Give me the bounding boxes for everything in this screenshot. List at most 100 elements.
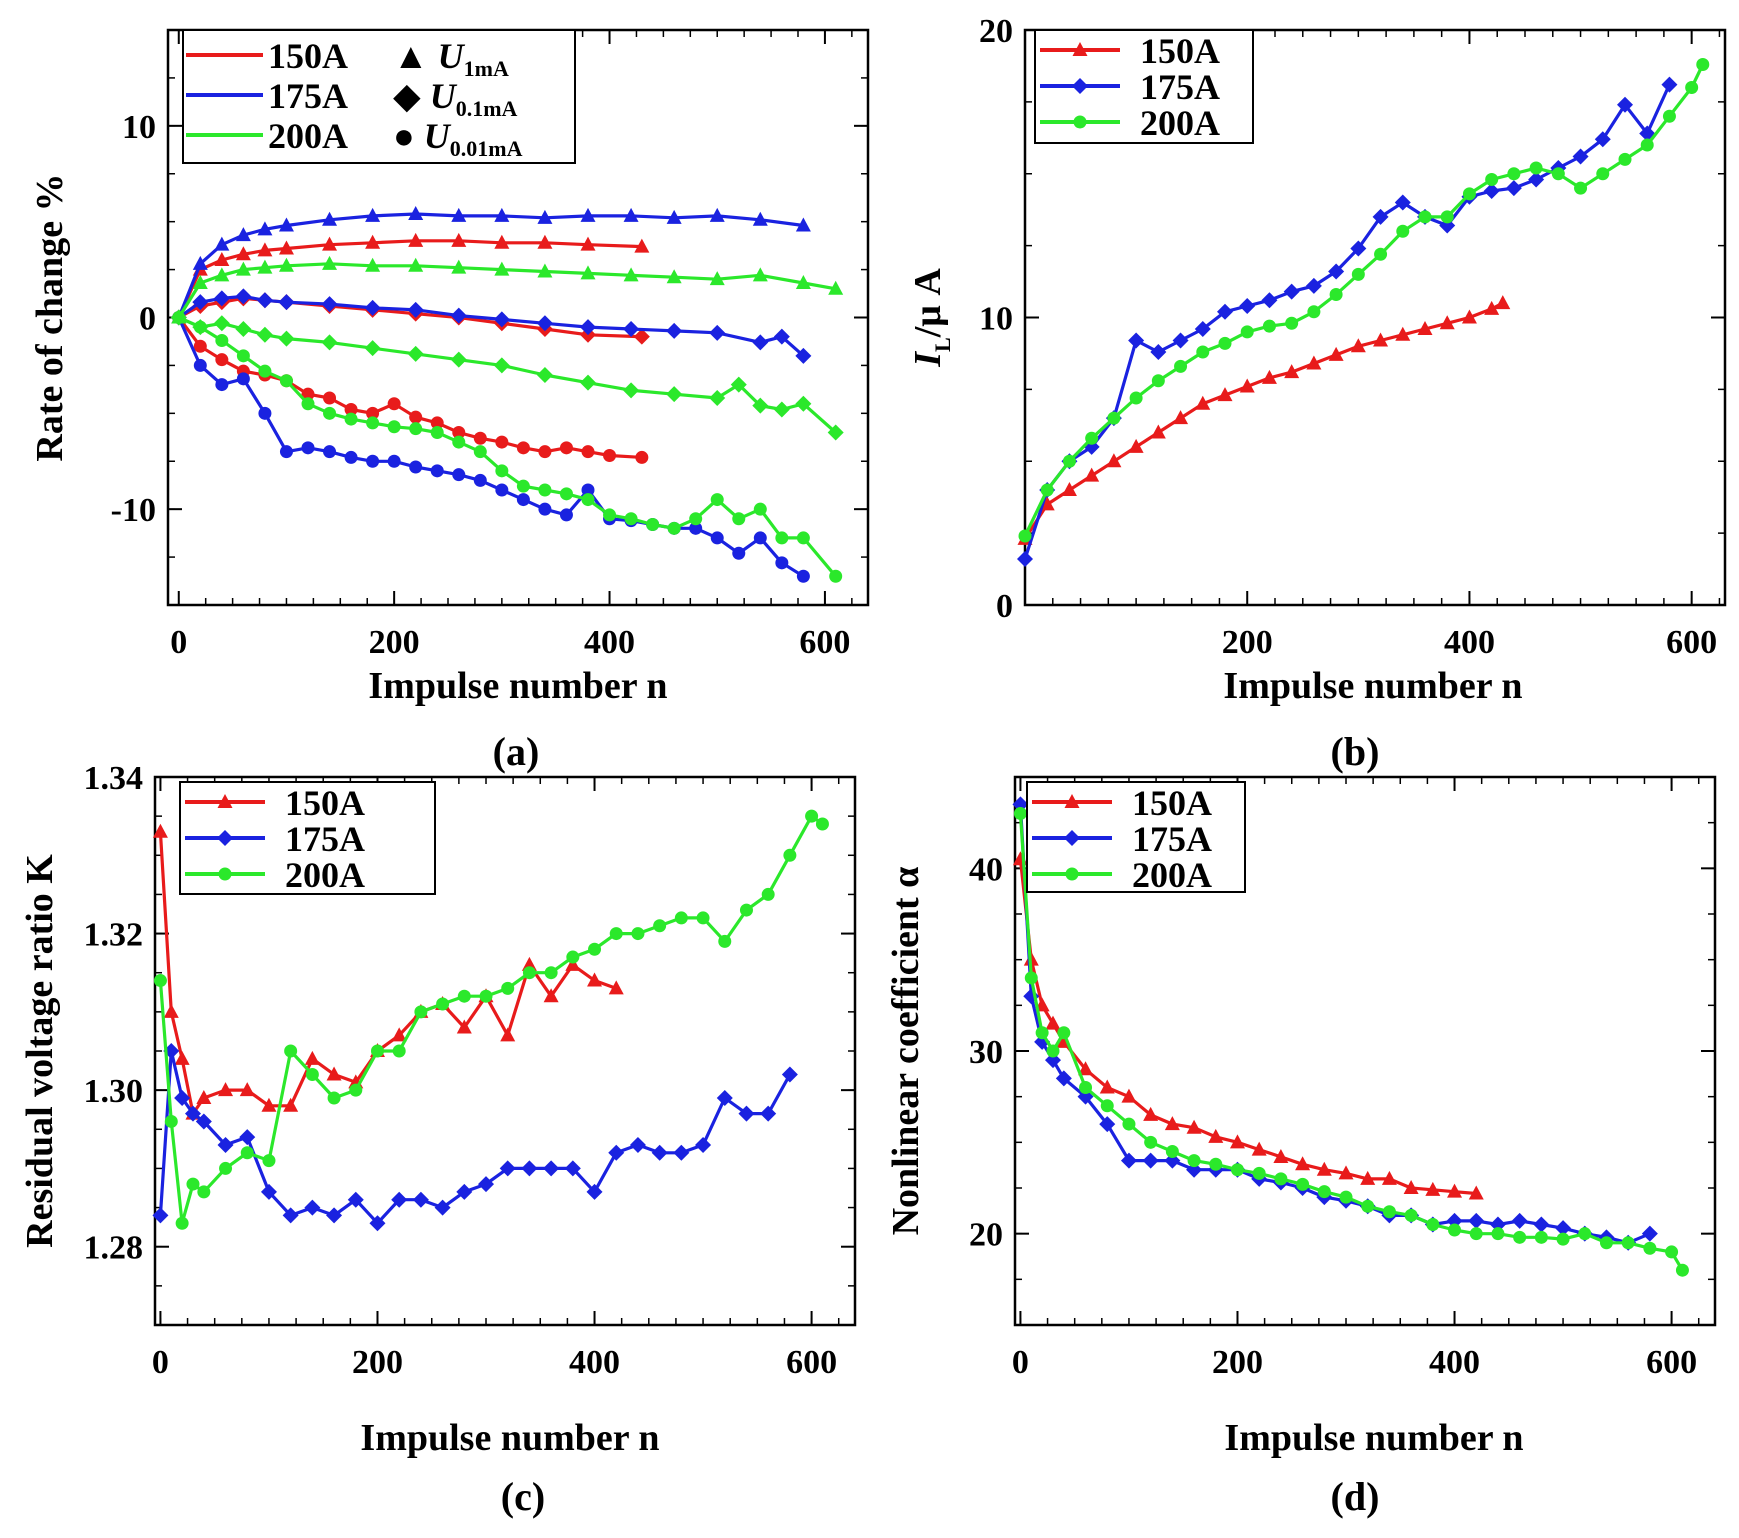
chart-a-series-200a-u0-01ma-point [409,422,423,436]
chart-b-series-150a-point [1284,364,1300,379]
chart-d-series-200a-point [1382,1205,1396,1219]
chart-a-series-200a-u0-1ma-point [827,424,844,441]
chart-d-series-200a-point [1317,1185,1331,1199]
chart-a-series-175a-u0-01ma-point [753,531,767,545]
chart-c-series-150a-point [608,980,624,995]
chart-c-legend-marker-150a [217,794,233,808]
chart-a-series-175a-u0-1ma-point [666,322,683,339]
chart-a-series-200a-u0-1ma-point [278,330,295,347]
chart-d-series-175a-point [1186,1161,1203,1178]
chart-d-series-175a-point [1489,1216,1506,1233]
chart-c-y-tick-label: 1.28 [84,1230,144,1267]
chart-a-series-175a-u0-01ma [172,311,810,583]
chart-b-series-150a-point [1495,295,1511,310]
chart-d-series-200a-point [1675,1263,1689,1277]
chart-c-series-150a-point [218,1082,234,1097]
chart-b-series-200a-point [1618,152,1632,166]
chart-b-legend-label-175a: 175A [1140,67,1220,107]
chart-c-series-200a-point [219,1161,233,1175]
chart-a-series-175a-u0-1ma-point [364,299,381,316]
chart-a-series-175a-u0-1ma-point [580,319,596,336]
chart-a-series-150a-u0-01ma-point [473,431,487,445]
chart-b-series-200a-point [1151,374,1165,388]
chart-b-y-axis-label-base: I [907,351,949,368]
chart-a-legend-marker-sub: 0.01mA [450,136,523,161]
chart-a-series-175a-u0-1ma-point [321,296,338,313]
chart-d-series-200a-point [1057,1026,1071,1040]
chart-b-series-200a-point [1018,529,1032,543]
chart-a-series-200a-u1ma-point [752,267,768,282]
chart-a-series-150a-u0-01ma-point [366,406,380,420]
chart-d-y-tick-label: 30 [969,1034,1003,1071]
chart-a-series-200a-u0-01ma-point [538,483,552,497]
chart-a-series-175a-u1ma-point [494,207,510,222]
chart-c-legend-marker-175a [217,830,233,846]
chart-d-series-200a-point [1079,1081,1093,1095]
chart-d-series-200a-point [1404,1208,1418,1222]
chart-a-legend-marker-1: ◆ U0.1mA [393,76,518,121]
chart-a-series-150a-u1ma-point [322,236,338,251]
chart-b-series-200a-point [1485,173,1499,186]
chart-b-series-150a-point [1373,332,1389,347]
chart-c-series-175a-point [564,1160,581,1177]
chart-c-series-175a-point [347,1191,364,1208]
chart-a-series-175a-u1ma-point [192,255,208,270]
chart-c-x-tick-label: 600 [786,1344,837,1381]
chart-a-series-200a-u0-1ma-point [666,386,683,403]
chart-a-series-200a-u1ma-point [623,267,639,282]
chart-a-series-200a-u1ma-point [214,267,230,282]
chart-b-series-150a-point [1461,309,1477,324]
chart-b-series-175a-point [1217,303,1233,320]
chart-a-series-200a-u0-1ma-point [213,315,230,332]
chart-d-series-200a-point [1491,1227,1505,1241]
chart-a-series-200a-u0-01ma-point [753,502,767,516]
chart-c-series-175a-point [174,1089,191,1106]
chart-a-series-200a-u1ma-point [278,257,294,272]
chart-a-legend-label-150a: 150A [268,36,348,76]
chart-d-series-175a-point [1055,1070,1072,1087]
chart-a-legend-marker-base: U [438,36,466,76]
chart-a-series-175a-u0-01ma-point [538,502,552,516]
chart-c-series-200a-point [457,989,471,1003]
chart-a-series-175a-u0-01ma-point [581,483,595,497]
chart-a-series-200a-u0-1ma-point [730,376,747,393]
chart-c-series-150a-point [521,956,537,971]
chart-d-series-150a-point [1338,1165,1354,1180]
chart-c-series-200a-point [588,942,602,956]
chart-d-series-150a-point [1251,1141,1267,1156]
chart-d-series-150a-point [1099,1079,1115,1094]
chart-c-series-175a-point [369,1215,386,1232]
chart-d-series-150a-point [1186,1119,1202,1134]
chart-c-series-150a-point [543,988,559,1003]
chart-a-series-175a-u0-01ma-point [193,358,207,372]
chart-a-series-175a-u0-01ma-point [409,460,423,474]
chart-c-series-150a-point [565,956,581,971]
chart-a-series-150a-u0-01ma-point [495,435,509,449]
chart-a-series-175a-u0-01ma-point [366,454,380,468]
chart-a-series-175a-u0-1ma-point [773,328,790,345]
chart-d-series-200a-point [1013,807,1027,821]
chart-a-series-150a-u0-01ma-point [603,449,617,462]
chart-c-series-200a-point [805,809,819,823]
chart-a-series-200a-u0-01ma [172,311,843,583]
chart-a-legend-label-175a: 175A [268,76,348,116]
chart-a-series-175a-u0-01ma-point [473,473,487,487]
chart-b-series-200a-point [1374,247,1388,261]
chart-c-series-150a-point [174,1050,190,1065]
chart-c-series-200a-point [718,934,732,948]
chart-d-x-tick-label: 200 [1212,1344,1263,1381]
chart-a-series-200a-u0-01ma-point [279,374,293,388]
chart-a-series-175a-u0-1ma-point [192,294,209,311]
chart-d-series-150a-point [1403,1180,1419,1194]
chart-c-series-150a-point [304,1050,320,1065]
chart-a-series-175a-u0-01ma-point [689,521,703,535]
chart-c-series-200a-point [522,966,536,980]
chart-c-series-175a-point [282,1207,299,1224]
chart-a-series-150a-u0-01ma-point [387,397,401,411]
chart-a-legend-marker-symbol: ▲ [393,36,438,76]
chart-d-legend-marker-200a [1065,867,1079,881]
chart-c-series-200a-point [479,989,493,1003]
chart-b-series-175a-point [1572,148,1589,165]
chart-a-series-200a-u0-01ma-point [624,512,638,526]
